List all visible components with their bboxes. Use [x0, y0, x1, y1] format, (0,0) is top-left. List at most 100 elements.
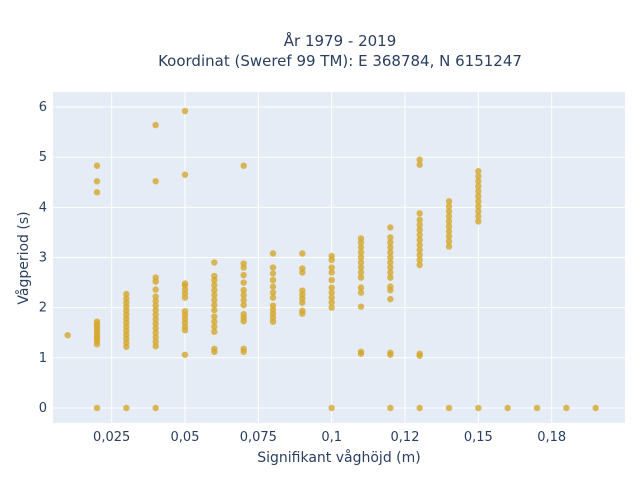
data-point — [357, 269, 365, 276]
data-point — [445, 404, 453, 412]
data-point — [445, 213, 453, 220]
data-point — [416, 231, 423, 239]
data-point — [152, 311, 159, 318]
data-point — [152, 320, 159, 327]
data-point — [299, 287, 306, 294]
data-point — [211, 281, 218, 289]
data-point — [152, 338, 159, 345]
data-point — [475, 213, 482, 220]
data-point — [152, 306, 159, 314]
data-point — [387, 224, 394, 231]
data-point — [240, 162, 247, 169]
data-point — [387, 264, 394, 271]
data-point — [240, 260, 247, 267]
data-point — [211, 286, 218, 294]
data-point — [93, 404, 101, 412]
data-point — [152, 404, 159, 412]
data-point — [475, 198, 482, 205]
data-point — [181, 107, 189, 115]
data-point — [475, 173, 482, 180]
x-tick-label: 0,025 — [93, 430, 130, 445]
data-point — [475, 183, 482, 190]
data-point — [211, 318, 218, 325]
data-point — [123, 290, 130, 298]
data-point — [152, 274, 159, 281]
data-point — [387, 404, 394, 412]
data-point — [387, 254, 394, 261]
data-point — [475, 168, 482, 175]
data-point — [211, 313, 218, 320]
data-point — [475, 218, 482, 225]
data-point — [152, 343, 159, 350]
x-tick-label: 0,12 — [391, 430, 420, 445]
data-point — [152, 286, 159, 293]
data-point — [299, 250, 306, 257]
x-tick-label: 0,18 — [537, 430, 566, 445]
data-point — [445, 223, 453, 230]
data-point — [269, 250, 277, 257]
data-point — [387, 269, 394, 276]
chart-title: År 1979 - 2019 — [284, 31, 397, 50]
data-point — [123, 404, 130, 412]
data-point — [211, 306, 218, 314]
data-point — [269, 302, 277, 309]
data-point — [416, 221, 423, 229]
data-point — [269, 294, 277, 301]
x-tick-label: 0,15 — [464, 430, 493, 445]
data-point — [299, 307, 306, 314]
data-point — [533, 404, 541, 412]
data-point — [181, 280, 189, 287]
data-point — [328, 284, 335, 291]
data-point — [445, 228, 453, 235]
data-point — [328, 276, 335, 284]
data-point — [211, 259, 218, 266]
data-point — [152, 325, 159, 332]
data-point — [387, 349, 394, 356]
data-point — [387, 295, 394, 303]
data-point — [152, 178, 159, 185]
data-point — [64, 332, 71, 339]
y-tick-label: 4 — [39, 200, 47, 215]
data-points — [64, 107, 599, 412]
data-point — [152, 297, 159, 305]
data-point — [93, 162, 101, 169]
data-point — [269, 270, 277, 277]
data-point — [387, 259, 394, 266]
data-point — [211, 328, 218, 335]
data-point — [93, 178, 101, 185]
data-point — [328, 404, 335, 412]
data-point — [416, 246, 423, 254]
data-point — [240, 291, 247, 299]
data-point — [416, 216, 423, 224]
data-point — [328, 269, 335, 276]
y-tick-label: 2 — [39, 301, 47, 316]
data-point — [592, 404, 599, 412]
y-tick-label: 0 — [39, 401, 47, 416]
data-point — [328, 252, 335, 260]
data-point — [181, 307, 189, 315]
data-point — [416, 256, 423, 264]
data-point — [152, 302, 159, 309]
data-point — [240, 279, 247, 286]
data-point — [211, 291, 218, 299]
data-point — [416, 350, 423, 357]
data-point — [357, 264, 365, 271]
y-tick-label: 3 — [39, 251, 47, 266]
data-point — [387, 283, 394, 290]
data-point — [181, 351, 189, 358]
data-point — [152, 334, 159, 341]
data-point — [240, 296, 247, 304]
y-tick-label: 5 — [39, 150, 47, 165]
data-point — [328, 304, 335, 311]
data-point — [445, 218, 453, 225]
grid-lines — [53, 92, 625, 423]
data-point — [416, 156, 423, 163]
y-tick-label: 1 — [39, 351, 47, 366]
data-point — [475, 188, 482, 195]
data-point — [123, 295, 130, 302]
data-point — [357, 254, 365, 261]
data-point — [357, 244, 365, 251]
data-point — [240, 310, 247, 318]
